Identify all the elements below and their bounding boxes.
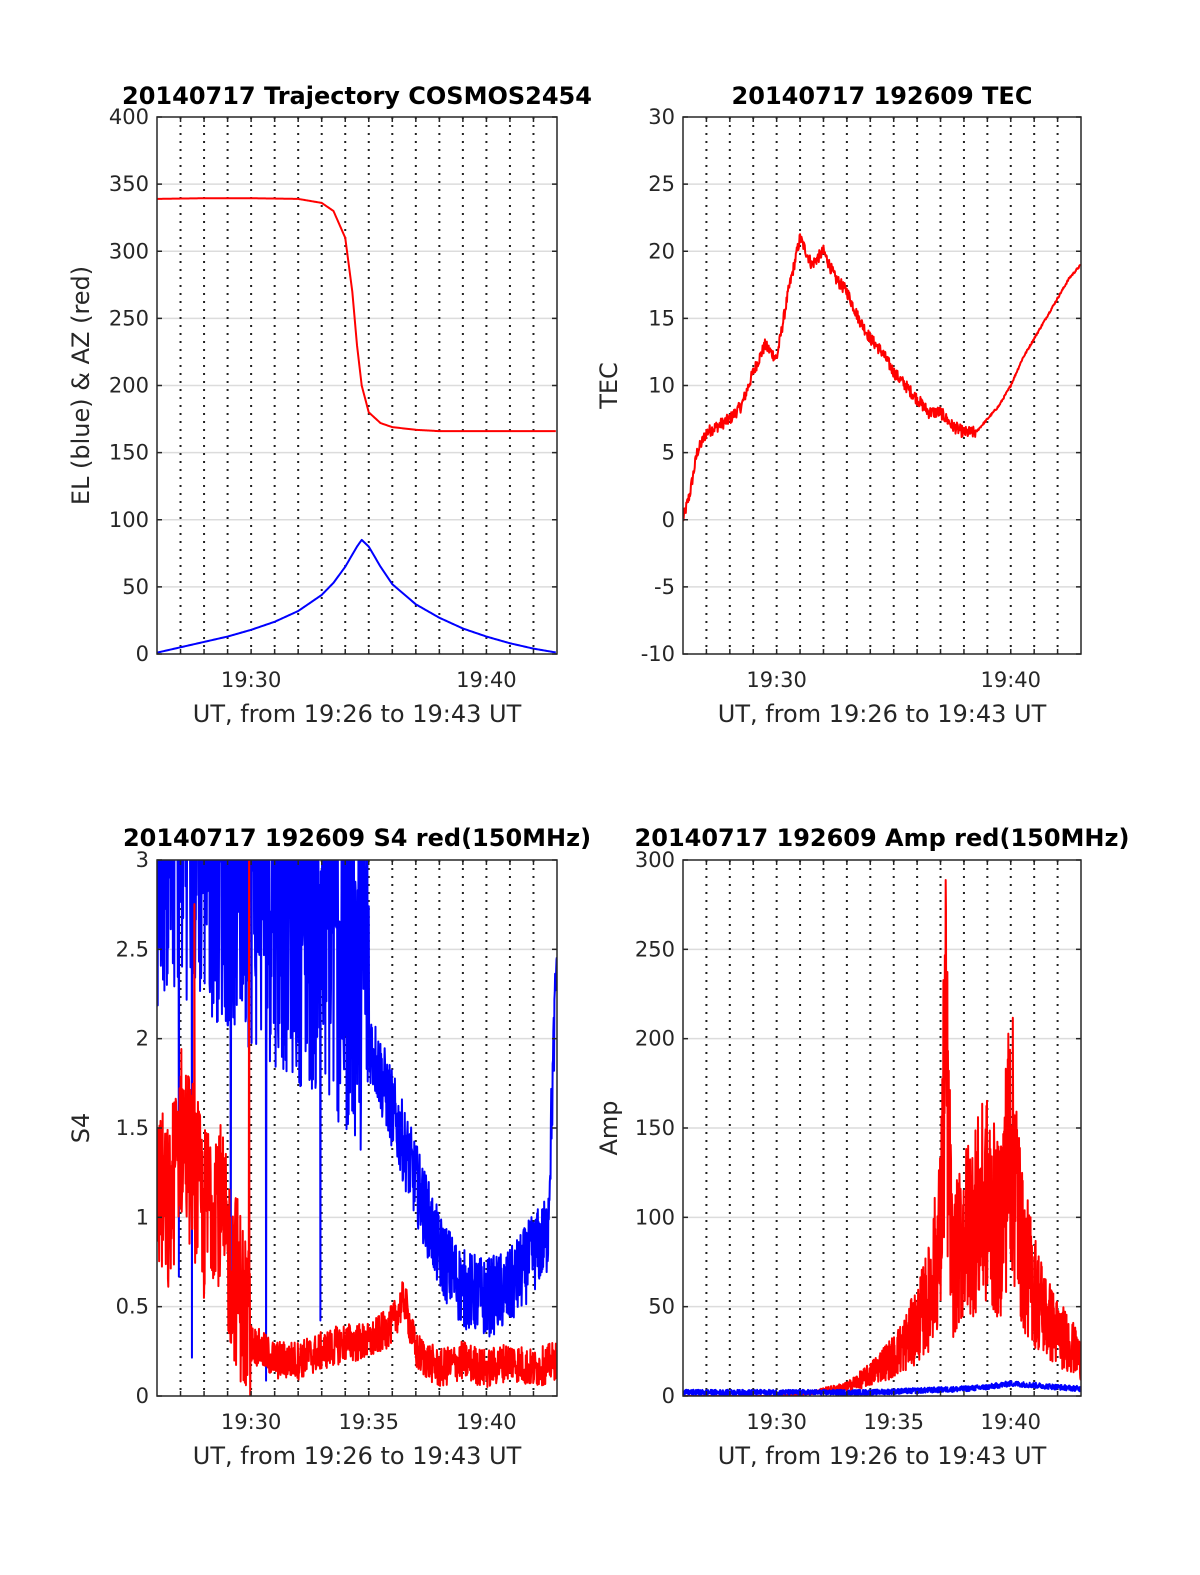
tec-panel: -10 -5 0 5 10 15 20 25 30 19:30 19:40 20140717 1926… (595, 82, 1082, 728)
amp-panel: 0 50 100 150 200 250 300 19:30 19:35 19:40 2014071… (595, 824, 1129, 1470)
x-tick-label: 19:30 (221, 668, 282, 692)
series-line (157, 197, 556, 433)
y-tick-label: 10 (648, 374, 675, 398)
y-tick-label: 50 (122, 575, 149, 599)
y-tick-label: 30 (648, 105, 675, 129)
y-tick-label: 15 (648, 306, 675, 330)
x-axis-label: UT, from 19:26 to 19:43 UT (718, 700, 1047, 728)
x-tick-label: 19:40 (980, 1410, 1041, 1434)
y-tick-label: 0 (662, 508, 675, 532)
y-tick-label: 100 (109, 508, 149, 532)
series-line (157, 860, 557, 1396)
y-tick-label: 150 (635, 1116, 675, 1140)
x-axis-label: UT, from 19:26 to 19:43 UT (718, 1442, 1047, 1470)
chart-title: 20140717 192609 TEC (732, 82, 1033, 110)
series-line (157, 538, 556, 654)
x-tick-label: 19:30 (221, 1410, 282, 1434)
plot-area (157, 197, 556, 654)
x-axis-label: UT, from 19:26 to 19:43 UT (193, 700, 522, 728)
series-line (683, 233, 1081, 522)
y-tick-label: -10 (641, 642, 675, 666)
y-tick-label: 0 (136, 642, 149, 666)
y-axis-label: Amp (595, 1100, 623, 1155)
chart-title: 20140717 Trajectory COSMOS2454 (122, 82, 592, 110)
chart-title: 20140717 192609 Amp red(150MHz) (635, 824, 1130, 852)
series-line (683, 878, 1081, 1396)
x-tick-label: 19:30 (746, 1410, 807, 1434)
s4-panel: 0 0.5 1 1.5 2 2.5 3 19:30 19:35 19:40 20140717 192… (67, 824, 591, 1470)
x-tick-label: 19:40 (456, 1410, 517, 1434)
x-tick-label: 19:40 (980, 668, 1041, 692)
x-tick-label: 19:30 (746, 668, 807, 692)
series-line (683, 1380, 1081, 1396)
y-tick-label: 0.5 (116, 1295, 149, 1319)
plot-area (157, 860, 557, 1396)
y-tick-label: 200 (635, 1027, 675, 1051)
y-tick-label: 250 (109, 306, 149, 330)
x-tick-label: 19:35 (338, 1410, 399, 1434)
y-tick-label: 150 (109, 441, 149, 465)
y-tick-label: 2.5 (116, 937, 149, 961)
y-axis-label: S4 (67, 1113, 95, 1144)
y-tick-label: -5 (654, 575, 675, 599)
trajectory-panel: 0 50 100 150 200 250 300 350 400 19:30 19:40 201407… (67, 82, 592, 728)
y-tick-label: 1.5 (116, 1116, 149, 1140)
y-axis-label: EL (blue) & AZ (red) (67, 266, 95, 505)
y-tick-label: 50 (648, 1295, 675, 1319)
y-tick-label: 3 (136, 848, 149, 872)
y-tick-label: 5 (662, 441, 675, 465)
y-tick-label: 300 (635, 848, 675, 872)
y-tick-label: 0 (662, 1384, 675, 1408)
plot-area (683, 233, 1081, 522)
y-tick-label: 20 (648, 239, 675, 263)
y-tick-label: 250 (635, 937, 675, 961)
y-tick-label: 350 (109, 172, 149, 196)
y-tick-label: 1 (136, 1205, 149, 1229)
x-tick-label: 19:40 (456, 668, 517, 692)
y-axis-label: TEC (595, 362, 623, 410)
plot-area (683, 878, 1081, 1396)
x-tick-label: 19:35 (863, 1410, 924, 1434)
chart-title: 20140717 192609 S4 red(150MHz) (123, 824, 591, 852)
x-axis-label: UT, from 19:26 to 19:43 UT (193, 1442, 522, 1470)
series-line (157, 860, 557, 1382)
y-tick-label: 2 (136, 1027, 149, 1051)
y-tick-label: 200 (109, 374, 149, 398)
y-tick-label: 25 (648, 172, 675, 196)
y-tick-label: 100 (635, 1205, 675, 1229)
y-tick-label: 400 (109, 105, 149, 129)
y-tick-label: 300 (109, 239, 149, 263)
y-tick-label: 0 (136, 1384, 149, 1408)
